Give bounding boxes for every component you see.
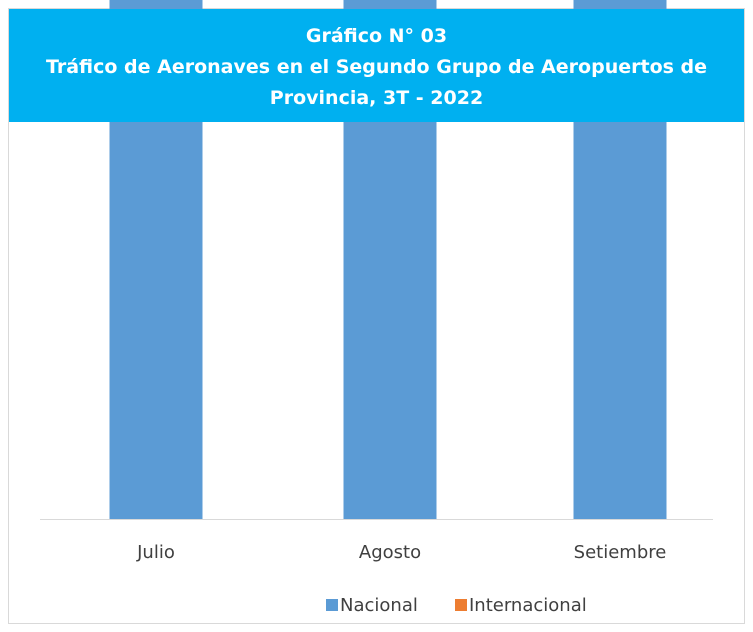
x-tick-label: Setiembre: [574, 542, 667, 563]
legend-swatch: [326, 599, 338, 611]
chart-title: Gráfico N° 03: [305, 25, 448, 47]
x-tick-label: Agosto: [359, 542, 421, 563]
legend-label: Internacional: [469, 595, 587, 616]
header: Gráfico N° 03 Tráfico de Aeronaves en el…: [9, 9, 744, 122]
chart-subtitle: Tráfico de Aeronaves en el Segundo Grupo…: [45, 56, 708, 109]
x-tick-label: Julio: [136, 542, 175, 563]
legend-label: Nacional: [340, 595, 418, 616]
legend-swatch: [455, 599, 467, 611]
